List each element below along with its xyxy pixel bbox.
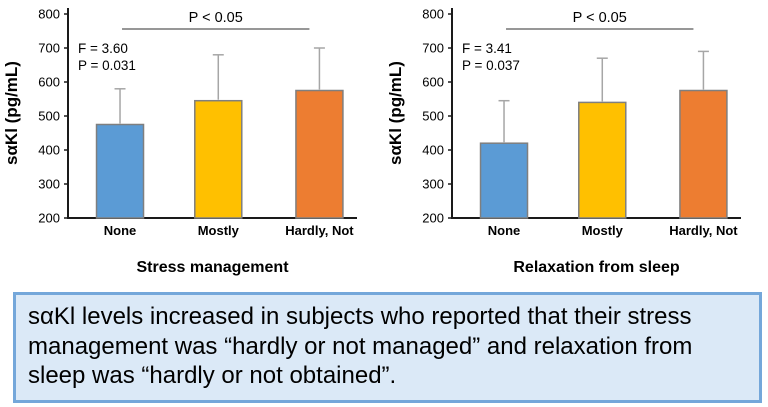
stats-line: F = 3.41 (462, 41, 512, 56)
y-tick-label: 300 (38, 177, 60, 192)
chart-stress-management: 200 300 400 500 600 700 800 None Mostly Hardly, N… (0, 0, 384, 287)
significance-label: P < 0.05 (189, 10, 243, 26)
bar-none (479, 142, 529, 219)
bar-none (95, 123, 145, 219)
y-tick-label: 600 (422, 75, 444, 90)
y-tick-label: 500 (422, 109, 444, 124)
y-tick-label: 800 (422, 7, 444, 22)
y-tick-label: 500 (38, 109, 60, 124)
x-category-label: None (488, 223, 521, 238)
bar-mostly (194, 99, 243, 219)
y-tick-label: 400 (422, 143, 444, 158)
y-axis-title: sαKl (pg/mL) (386, 61, 405, 165)
x-category-label: Hardly, Not (669, 223, 738, 238)
x-category-label: Mostly (198, 223, 240, 238)
x-axis-title: Stress management (136, 259, 289, 276)
x-category-label: Mostly (582, 223, 624, 238)
x-axis-title: Relaxation from sleep (513, 259, 680, 276)
charts-row: 200 300 400 500 600 700 800 None Mostly Hardly, N… (0, 0, 768, 287)
x-category-label: None (104, 223, 137, 238)
x-category-label: Hardly, Not (285, 223, 354, 238)
significance-label: P < 0.05 (573, 10, 627, 26)
bar-chart-svg: 200 300 400 500 600 700 800 None Mostly Hardly, N… (2, 7, 357, 276)
stats-line: P = 0.031 (78, 58, 136, 73)
stats-line: P = 0.037 (462, 58, 520, 73)
y-axis-title: sαKl (pg/mL) (2, 61, 21, 165)
y-tick-label: 700 (38, 41, 60, 56)
stats-line: F = 3.60 (78, 41, 128, 56)
y-tick-label: 600 (38, 75, 60, 90)
y-tick-label: 300 (422, 177, 444, 192)
caption-box: sαKl levels increased in subjects who re… (13, 292, 762, 403)
caption-text: sαKl levels increased in subjects who re… (28, 303, 693, 390)
y-tick-label: 200 (422, 211, 444, 226)
y-tick-label: 800 (38, 7, 60, 22)
y-tick-label: 400 (38, 143, 60, 158)
bar-mostly (578, 101, 627, 219)
bar-hardly-not (295, 89, 344, 219)
bar-hardly-not (679, 89, 728, 219)
bar-chart-svg: 200 300 400 500 600 700 800 None Mostly Hardly, N… (386, 7, 741, 276)
y-tick-label: 700 (422, 41, 444, 56)
y-tick-label: 200 (38, 211, 60, 226)
chart-relaxation-sleep: 200 300 400 500 600 700 800 None Mostly Hardly, N… (384, 0, 768, 287)
